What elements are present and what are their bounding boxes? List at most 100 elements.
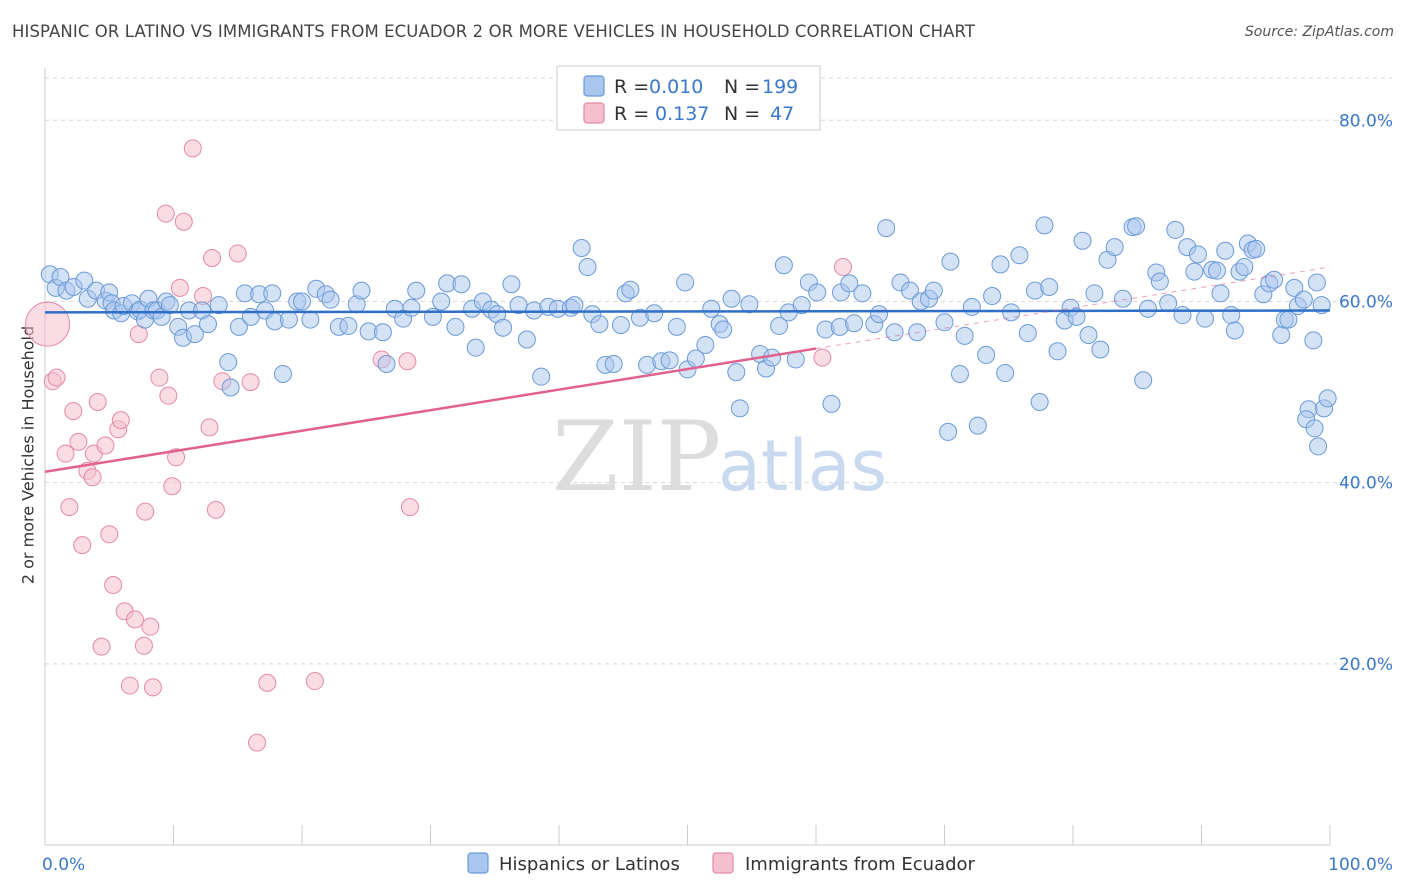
- hispanic-point: [229, 317, 248, 336]
- watermark-zip: ZIP: [552, 401, 721, 513]
- hispanic-point: [1134, 371, 1153, 390]
- ecuador-trend-line: [44, 347, 817, 474]
- hispanic-point: [676, 273, 695, 292]
- ecuador-point: [398, 352, 417, 371]
- hispanic-point: [714, 320, 733, 339]
- ecuador-point: [83, 468, 102, 487]
- hispanic-point: [924, 281, 943, 300]
- hispanic-point: [1085, 284, 1104, 303]
- series-ecuador-points: [25, 139, 852, 752]
- ecuador-point: [200, 418, 219, 437]
- hispanic-point: [1235, 258, 1254, 277]
- x-tick-label-0: 0.0%: [42, 855, 85, 875]
- hispanic-point: [502, 275, 521, 294]
- ecuador-point: [170, 278, 189, 297]
- axes: [44, 68, 1331, 846]
- hispanic-point: [696, 335, 715, 354]
- hispanic-point: [446, 317, 465, 336]
- hispanic-point: [645, 304, 664, 323]
- legend-r-label-1: R =: [614, 76, 649, 98]
- ecuador-point: [156, 204, 175, 223]
- ecuador-point: [833, 258, 852, 277]
- hispanic-point: [950, 364, 969, 383]
- legend-top: R = 0.010 N = 199 R = 0.137 N = 47: [556, 65, 821, 131]
- ecuador-point: [111, 411, 130, 430]
- hispanic-point: [792, 296, 811, 315]
- hispanic-point: [1185, 262, 1204, 281]
- hispanic-point: [1048, 342, 1067, 361]
- hispanic-point: [941, 252, 960, 271]
- hispanic-point: [977, 345, 996, 364]
- legend-r-value-1: 0.010: [649, 76, 703, 98]
- x-tick-label-1: 100.0%: [1328, 855, 1393, 875]
- hispanic-point: [1225, 321, 1244, 340]
- ecuador-point: [305, 672, 324, 691]
- ecuador-point: [400, 498, 419, 517]
- hispanic-point: [870, 305, 889, 324]
- hispanic-point: [1079, 325, 1098, 344]
- hispanic-point: [667, 317, 686, 336]
- hispanic-point: [962, 297, 981, 316]
- hispanic-point: [590, 315, 609, 334]
- hispanic-point: [621, 280, 640, 299]
- ecuador-point: [163, 477, 182, 496]
- hispanic-point: [740, 295, 759, 314]
- hispanic-point: [774, 256, 793, 275]
- ecuador-point: [206, 500, 225, 519]
- ecuador-point: [73, 536, 92, 555]
- hispanic-point: [1073, 231, 1092, 250]
- ecuador-point: [134, 636, 153, 655]
- tick-labels: 20.0% 40.0% 60.0% 80.0% 0.0% 100.0%: [42, 111, 1393, 875]
- ecuador-point: [88, 393, 107, 412]
- hispanic-point: [1150, 272, 1169, 291]
- ecuador-point: [125, 610, 144, 629]
- ecuador-point: [150, 368, 169, 387]
- legend-bottom-swatch-blue: [467, 852, 489, 874]
- legend-bottom-label-hispanic: Hispanics or Latinos: [499, 854, 680, 875]
- hispanic-point: [1035, 216, 1054, 235]
- hispanic-point: [263, 284, 282, 303]
- hispanic-point: [1166, 220, 1185, 239]
- hispanic-point: [1211, 284, 1230, 303]
- hispanic-point: [221, 378, 240, 397]
- hispanic-point: [935, 313, 954, 332]
- hispanic-point: [885, 323, 904, 342]
- hispanic-point: [373, 323, 392, 342]
- hispanic-point: [1188, 245, 1207, 264]
- ecuador-point: [241, 373, 260, 392]
- hispanic-point: [983, 287, 1002, 306]
- legend-bottom-label-ecuador: Immigrants from Ecuador: [745, 854, 976, 875]
- hispanic-point: [1222, 306, 1241, 325]
- hispanic-point: [991, 255, 1010, 274]
- hispanic-point: [1247, 239, 1266, 258]
- hispanic-point: [339, 316, 358, 335]
- hispanic-point: [452, 275, 471, 294]
- hispanic-point: [1138, 299, 1157, 318]
- hispanic-point: [822, 394, 841, 413]
- hispanic-point: [1307, 273, 1326, 292]
- ecuador-point: [96, 436, 115, 455]
- hispanic-point: [293, 292, 311, 311]
- legend-bottom: Hispanics or Latinos Immigrants from Ecu…: [467, 852, 976, 875]
- hispanic-point: [466, 338, 485, 357]
- ecuador-point: [258, 673, 277, 692]
- legend-swatch-pink: [583, 102, 605, 124]
- legend-n-label-2: N =: [724, 103, 760, 125]
- hispanic-point: [1216, 241, 1235, 260]
- hispanic-point: [1304, 331, 1323, 350]
- hispanic-point: [1030, 393, 1049, 412]
- ecuador-point: [56, 444, 75, 463]
- hispanic-point: [1294, 290, 1313, 309]
- hispanic-point: [611, 316, 630, 335]
- hispanic-point: [770, 316, 789, 335]
- hispanic-point: [532, 367, 551, 386]
- ecuador-point: [60, 498, 79, 517]
- hispanic-point: [75, 271, 94, 290]
- hispanic-point: [900, 281, 919, 300]
- ecuador-point: [120, 676, 139, 695]
- hispanic-point: [955, 326, 974, 345]
- legend-r-value-2: 0.137: [655, 103, 709, 125]
- hispanic-point: [1309, 437, 1328, 456]
- hispanic-point: [407, 281, 426, 300]
- hispanic-point: [840, 274, 859, 293]
